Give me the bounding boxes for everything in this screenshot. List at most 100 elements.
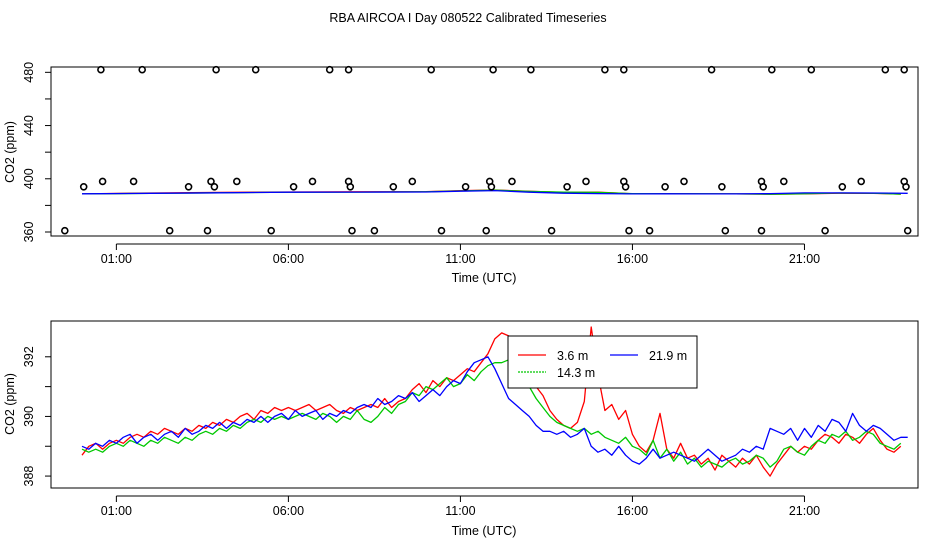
bottom-plot-frame <box>50 320 919 489</box>
top-x-tick-label: 01:00 <box>101 252 132 266</box>
calibration-point <box>718 183 726 191</box>
top-y-tick-label: 480 <box>22 62 36 83</box>
top-y-tick-label: 360 <box>22 222 36 243</box>
top-plot-frame <box>50 66 919 237</box>
calibration-point <box>210 183 219 191</box>
calibration-point <box>625 226 633 235</box>
bottom-x-tick-label: 06:00 <box>273 504 304 518</box>
calibration-point <box>881 65 890 74</box>
top-y-axis: 360 400 440 480 <box>22 62 51 243</box>
calibration-point <box>838 183 847 191</box>
top-x-tick-label: 21:00 <box>789 252 820 266</box>
legend-label-14-3: 14.3 m <box>557 366 595 380</box>
bottom-y-axis-label: CO2 (ppm) <box>3 373 17 435</box>
legend-label-3-6: 3.6 m <box>557 349 588 363</box>
calibration-point <box>707 65 716 74</box>
calibration-point <box>212 65 220 74</box>
legend-label-21-9: 21.9 m <box>649 349 687 363</box>
calibration-point <box>759 183 768 191</box>
calibration-point <box>680 177 688 186</box>
top-x-tick-label: 11:00 <box>445 252 475 266</box>
bottom-x-tick-label: 21:00 <box>789 504 820 518</box>
calibration-point <box>461 183 470 191</box>
calibration-point <box>619 65 628 74</box>
calibration-point <box>900 65 909 74</box>
calibration-point <box>563 183 571 191</box>
calibration-point <box>489 65 497 74</box>
calibration-point <box>582 177 590 186</box>
bottom-x-tick-label: 16:00 <box>617 504 648 518</box>
bottom-y-tick-label: 388 <box>22 466 36 487</box>
bottom-x-axis: 01:00 06:00 11:00 16:00 21:00 <box>101 495 820 518</box>
calibration-point <box>184 183 193 191</box>
top-panel-calibrated-points: 360 400 440 480 01:00 06:00 11:00 16:00 21:00 T… <box>3 62 919 285</box>
calibration-point <box>325 65 334 74</box>
calibration-point <box>601 65 609 74</box>
calibration-point <box>508 177 516 186</box>
calibration-point <box>821 226 829 235</box>
calibration-point <box>79 183 88 191</box>
calibration-point <box>203 226 212 235</box>
top-x-axis: 01:00 06:00 11:00 16:00 21:00 <box>101 243 820 266</box>
top-x-tick-label: 06:00 <box>273 252 304 266</box>
calibration-point <box>289 183 298 191</box>
top-x-axis-label: Time (UTC) <box>452 271 517 285</box>
calibration-point <box>408 177 417 186</box>
calibration-point <box>902 183 910 191</box>
top-y-axis-label: CO2 (ppm) <box>3 121 17 183</box>
calibration-point <box>348 226 356 235</box>
calibration-point <box>757 226 766 235</box>
top-y-tick-label: 440 <box>22 115 36 136</box>
calibration-point <box>779 177 788 186</box>
calibration-point <box>621 183 630 191</box>
calibration-point <box>138 65 146 74</box>
top-x-tick-label: 16:00 <box>617 252 648 266</box>
calibration-point <box>807 65 816 74</box>
calibration-point <box>346 183 355 191</box>
calibration-point <box>308 177 317 186</box>
calibration-point <box>251 65 260 74</box>
calibration-point <box>97 65 105 74</box>
bottom-y-tick-label: 392 <box>22 346 36 367</box>
bottom-series-lines <box>81 326 908 477</box>
bottom-x-axis-label: Time (UTC) <box>452 524 517 538</box>
bottom-series-line-3-6-m <box>81 326 902 477</box>
calibration-point <box>427 65 436 74</box>
calibration-point <box>547 226 556 235</box>
bottom-y-tick-label: 390 <box>22 406 36 427</box>
calibration-point <box>61 226 69 235</box>
calibration-point <box>645 226 654 235</box>
legend-box <box>507 335 698 389</box>
top-y-tick-label: 400 <box>22 168 36 189</box>
calibration-point <box>344 65 353 74</box>
bottom-panel-heights: 388 390 392 01:00 06:00 11:00 16:00 21:00 Time… <box>3 320 919 538</box>
calibration-point <box>165 226 174 235</box>
legend: 3.6 m 21.9 m 14.3 m <box>507 335 698 389</box>
calibration-point <box>721 226 730 235</box>
calibration-point <box>487 183 496 191</box>
bottom-x-tick-label: 11:00 <box>445 504 475 518</box>
top-calibration-points <box>61 65 912 235</box>
bottom-y-axis: 388 390 392 <box>22 346 51 487</box>
calibration-point <box>129 177 138 186</box>
top-series-lines <box>81 189 908 195</box>
calibration-point <box>661 183 669 191</box>
figure-title: RBA AIRCOA I Day 080522 Calibrated Times… <box>329 11 606 25</box>
calibration-point <box>267 226 276 235</box>
calibration-point <box>437 226 446 235</box>
calibration-point <box>482 226 491 235</box>
calibration-point <box>527 65 535 74</box>
calibration-point <box>233 177 241 186</box>
bottom-series-line-21-9-m <box>81 356 908 465</box>
bottom-x-tick-label: 01:00 <box>101 504 132 518</box>
top-series-line-21-9-m <box>81 189 908 195</box>
calibration-point <box>207 177 215 186</box>
calibration-point <box>903 226 912 235</box>
calibration-point <box>857 177 866 186</box>
calibration-point <box>98 177 107 186</box>
calibration-point <box>389 183 398 191</box>
bottom-series-line-14-3-m <box>81 359 902 468</box>
calibration-point <box>767 65 776 74</box>
calibration-point <box>370 226 379 235</box>
